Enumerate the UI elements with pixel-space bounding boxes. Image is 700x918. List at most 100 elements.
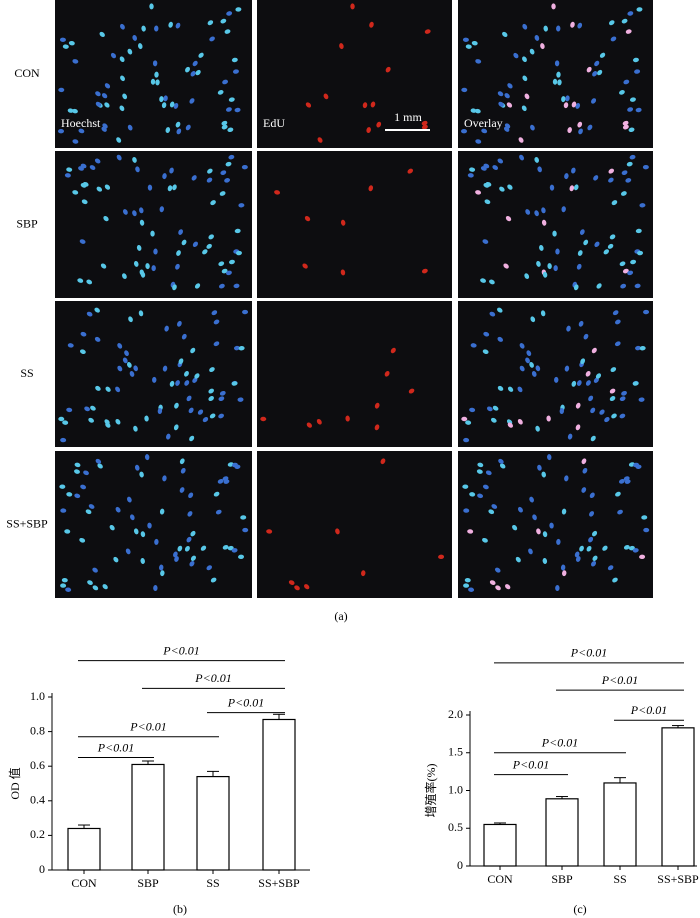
- nucleus: [190, 347, 196, 354]
- nucleus: [213, 341, 220, 347]
- nucleus: [593, 175, 599, 181]
- nucleus: [475, 139, 482, 144]
- nucleus: [390, 347, 396, 354]
- nucleus: [554, 60, 560, 67]
- nucleus: [571, 101, 577, 108]
- nucleus: [164, 325, 169, 332]
- nucleus: [184, 380, 190, 386]
- nucleus: [104, 102, 110, 108]
- nucleus: [421, 120, 428, 126]
- nucleus: [575, 556, 581, 562]
- nucleus: [507, 386, 514, 392]
- caption: (a): [334, 609, 347, 623]
- nucleus: [92, 585, 99, 591]
- nucleus: [556, 25, 561, 32]
- nucleus: [577, 121, 583, 128]
- nucleus: [159, 96, 164, 103]
- nucleus: [635, 107, 642, 113]
- x-tick-label: CON: [487, 872, 513, 886]
- nucleus: [208, 388, 214, 394]
- nucleus: [242, 309, 249, 315]
- nucleus: [219, 390, 226, 396]
- caption: (b): [173, 902, 187, 916]
- nucleus: [524, 93, 530, 100]
- nucleus: [122, 209, 128, 215]
- y-tick-label: 0.2: [30, 827, 45, 841]
- nucleus: [564, 475, 569, 482]
- nucleus: [556, 538, 561, 545]
- nucleus: [615, 319, 621, 325]
- x-tick-label: SS+SBP: [258, 876, 300, 890]
- nucleus: [522, 56, 527, 63]
- nucleus: [567, 433, 573, 440]
- nucleus: [116, 137, 122, 143]
- nucleus: [499, 463, 506, 469]
- nucleus: [541, 207, 546, 214]
- nucleus: [115, 418, 121, 425]
- nucleus: [620, 283, 627, 289]
- nucleus: [619, 413, 626, 419]
- nucleus: [465, 44, 472, 49]
- nucleus: [557, 79, 562, 86]
- nucleus: [482, 239, 489, 244]
- nucleus: [128, 316, 133, 323]
- nucleus: [468, 587, 475, 592]
- nucleus: [83, 470, 89, 476]
- nucleus: [218, 413, 224, 419]
- nucleus: [68, 40, 75, 46]
- nucleus: [476, 469, 483, 474]
- nucleus: [566, 325, 571, 332]
- nucleus: [103, 215, 109, 222]
- nucleus: [192, 377, 198, 383]
- nucleus: [141, 25, 146, 32]
- nucleus: [119, 56, 125, 63]
- nucleus: [185, 124, 191, 131]
- nucleus: [140, 271, 146, 278]
- nucleus: [374, 424, 380, 431]
- nucleus: [306, 422, 312, 428]
- nucleus: [176, 128, 182, 135]
- nucleus: [345, 415, 350, 422]
- nucleus: [136, 244, 142, 251]
- nucleus: [208, 234, 214, 240]
- nucleus: [471, 40, 478, 46]
- nucleus: [547, 454, 552, 461]
- nucleus: [642, 164, 649, 170]
- nucleus: [590, 407, 596, 414]
- nucleus: [74, 469, 80, 474]
- nucleus: [95, 101, 102, 107]
- nucleus: [594, 241, 600, 247]
- nucleus: [207, 20, 214, 26]
- nucleus: [549, 522, 554, 529]
- nucleus: [85, 509, 92, 515]
- nucleus: [639, 554, 646, 560]
- nucleus: [113, 556, 119, 563]
- nucleus: [574, 551, 580, 558]
- nucleus: [231, 57, 238, 63]
- nucleus: [609, 396, 616, 402]
- nucleus: [124, 350, 129, 357]
- nucleus: [366, 127, 371, 133]
- nucleus: [609, 388, 616, 394]
- nucleus: [498, 101, 504, 107]
- nucleus: [160, 570, 165, 577]
- nucleus: [489, 580, 496, 586]
- x-tick-label: CON: [71, 876, 97, 890]
- nucleus: [541, 219, 547, 226]
- nucleus: [65, 587, 72, 592]
- nucleus: [221, 124, 228, 130]
- image-bg: [257, 0, 452, 148]
- nucleus: [67, 343, 74, 348]
- nucleus: [155, 79, 160, 86]
- nucleus: [94, 158, 101, 164]
- nucleus: [477, 493, 484, 499]
- nucleus: [505, 584, 511, 590]
- nucleus: [582, 467, 588, 474]
- nucleus: [555, 248, 560, 255]
- nucleus: [502, 31, 508, 37]
- nucleus: [86, 311, 93, 317]
- nucleus: [627, 11, 634, 16]
- nucleus: [577, 22, 583, 29]
- nucleus: [542, 558, 548, 564]
- nucleus: [154, 538, 159, 545]
